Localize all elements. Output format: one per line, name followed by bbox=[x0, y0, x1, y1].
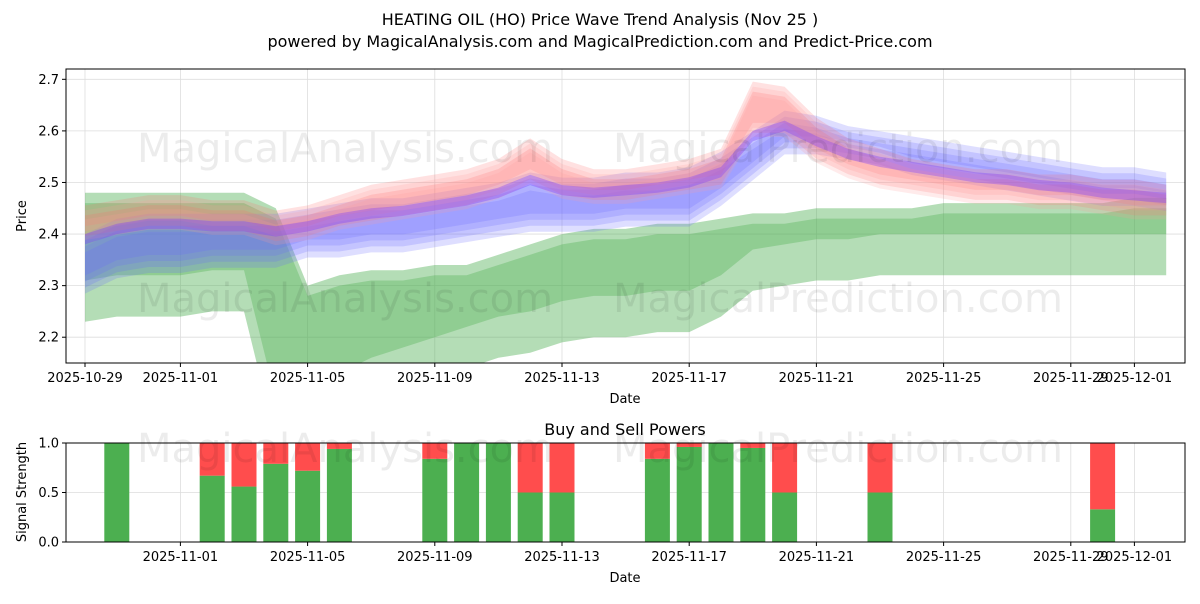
sell-bar bbox=[867, 443, 893, 493]
buy-bar bbox=[772, 492, 798, 542]
signal-bars bbox=[104, 443, 1116, 542]
buy-bar bbox=[485, 443, 511, 542]
buy-bar bbox=[104, 443, 130, 542]
sell-bar bbox=[263, 443, 289, 464]
price-x-tick-label: 2025-11-29 bbox=[1033, 371, 1109, 386]
watermark-prediction-mid: MagicalPrediction.com bbox=[613, 276, 1063, 322]
price-x-tick-label: 2025-11-09 bbox=[397, 371, 473, 386]
buy-bar bbox=[231, 486, 257, 542]
buy-bar bbox=[708, 443, 734, 542]
price-y-tick-label: 2.6 bbox=[38, 124, 59, 139]
signal-y-tick-label: 0.5 bbox=[38, 486, 59, 501]
price-y-tick-label: 2.7 bbox=[38, 73, 59, 88]
price-y-axis-label: Price bbox=[15, 200, 30, 232]
purple-core-area bbox=[85, 120, 1167, 245]
red-wave-area-0 bbox=[85, 81, 1167, 232]
watermark-prediction-bottom: MagicalPrediction.com bbox=[613, 426, 1063, 472]
signal-x-tick-label: 2025-11-09 bbox=[397, 550, 473, 565]
buy-bar bbox=[326, 448, 352, 542]
signal-axis-ticks: 2025-11-01 2025-11-05 2025-11-09 2025-11-13… bbox=[38, 437, 1172, 566]
signal-x-axis-label: Date bbox=[609, 571, 640, 586]
buy-bar bbox=[740, 447, 766, 542]
buy-bar bbox=[517, 492, 543, 542]
red-wave-area-1 bbox=[85, 86, 1167, 237]
chart-subtitle: powered by MagicalAnalysis.com and Magic… bbox=[267, 32, 932, 51]
price-panel: MagicalAnalysis.com MagicalPrediction.co… bbox=[15, 68, 1186, 407]
price-wave-areas bbox=[85, 81, 1167, 363]
sell-bar bbox=[676, 443, 702, 447]
sell-bar bbox=[517, 443, 543, 493]
green-band-area bbox=[85, 192, 1167, 363]
buy-bar bbox=[1090, 509, 1116, 542]
sell-bar bbox=[326, 443, 352, 449]
blue-wave-area-1 bbox=[85, 116, 1167, 282]
price-x-axis-label: Date bbox=[609, 392, 640, 407]
red-wave-area-3 bbox=[85, 95, 1167, 246]
signal-x-tick-label: 2025-11-01 bbox=[143, 550, 219, 565]
sell-bar bbox=[772, 443, 798, 493]
signal-y-axis-label: Signal Strength bbox=[15, 442, 30, 542]
sell-bar bbox=[295, 443, 321, 471]
chart-title: HEATING OIL (HO) Price Wave Trend Analys… bbox=[382, 10, 819, 29]
sell-bar bbox=[1090, 443, 1116, 510]
buy-bar bbox=[295, 470, 321, 542]
price-x-tick-label: 2025-12-01 bbox=[1097, 371, 1173, 386]
watermark-analysis-bottom: MagicalAnalysis.com bbox=[137, 426, 553, 472]
price-y-tick-label: 2.5 bbox=[38, 176, 59, 191]
price-x-tick-label: 2025-11-21 bbox=[779, 371, 855, 386]
signal-panel: Buy and Sell Powers MagicalAnalysis.com … bbox=[15, 420, 1186, 586]
watermark-analysis-top: MagicalAnalysis.com bbox=[137, 126, 553, 172]
signal-x-tick-label: 2025-12-01 bbox=[1097, 550, 1173, 565]
signal-x-tick-label: 2025-11-13 bbox=[524, 550, 600, 565]
price-x-tick-label: 2025-11-17 bbox=[651, 371, 727, 386]
price-x-tick-label: 2025-10-29 bbox=[47, 371, 123, 386]
buy-bar bbox=[199, 475, 225, 542]
signal-x-tick-label: 2025-11-29 bbox=[1033, 550, 1109, 565]
price-plot-frame bbox=[65, 68, 1186, 364]
signal-x-tick-label: 2025-11-17 bbox=[651, 550, 727, 565]
sell-bar bbox=[549, 443, 575, 493]
buy-bar bbox=[676, 446, 702, 542]
signal-x-tick-label: 2025-11-05 bbox=[270, 550, 346, 565]
sell-bar bbox=[644, 443, 670, 459]
buy-bar bbox=[263, 463, 289, 542]
signal-y-tick-label: 1.0 bbox=[38, 437, 59, 452]
sell-bar bbox=[199, 443, 225, 476]
sell-bar bbox=[231, 443, 257, 487]
buy-bar bbox=[644, 458, 670, 542]
sell-bar bbox=[740, 443, 766, 448]
price-x-tick-label: 2025-11-13 bbox=[524, 371, 600, 386]
buy-bar bbox=[422, 458, 448, 542]
signal-x-tick-label: 2025-11-21 bbox=[779, 550, 855, 565]
price-y-tick-label: 2.3 bbox=[38, 279, 59, 294]
buy-bar bbox=[867, 492, 893, 542]
blue-wave-area-0 bbox=[85, 110, 1167, 276]
price-grid bbox=[66, 69, 1185, 363]
price-y-tick-label: 2.2 bbox=[38, 331, 59, 346]
watermark-prediction-top: MagicalPrediction.com bbox=[613, 126, 1063, 172]
price-y-tick-label: 2.4 bbox=[38, 228, 59, 243]
price-axis-ticks: 2025-10-29 2025-11-01 2025-11-05 2025-11-09… bbox=[38, 73, 1172, 386]
signal-panel-title: Buy and Sell Powers bbox=[544, 420, 706, 439]
red-wave-area-2 bbox=[85, 91, 1167, 242]
price-x-tick-label: 2025-11-25 bbox=[906, 371, 982, 386]
sell-bar bbox=[422, 443, 448, 459]
signal-x-tick-label: 2025-11-25 bbox=[906, 550, 982, 565]
blue-wave-area-2 bbox=[85, 122, 1167, 288]
price-x-tick-label: 2025-11-05 bbox=[270, 371, 346, 386]
green-band-inner-area bbox=[85, 203, 1167, 363]
buy-bar bbox=[549, 492, 575, 542]
watermark-analysis-mid: MagicalAnalysis.com bbox=[137, 276, 553, 322]
blue-wave-area-3 bbox=[85, 128, 1167, 294]
signal-y-tick-label: 0.0 bbox=[38, 536, 59, 551]
buy-bar bbox=[454, 443, 480, 542]
price-x-tick-label: 2025-11-01 bbox=[143, 371, 219, 386]
